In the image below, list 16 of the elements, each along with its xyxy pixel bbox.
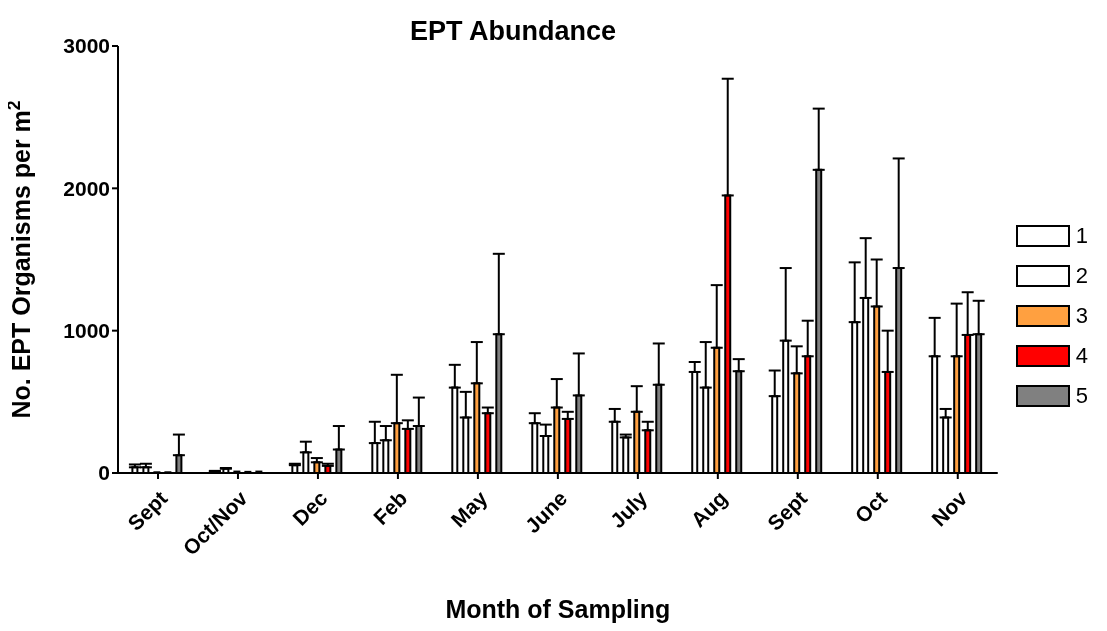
legend-label: 3 [1075,302,1088,329]
chart-title: EPT Abundance [409,16,617,46]
x-tick-label: Nov [927,486,972,531]
y-tick-label: 0 [98,461,110,485]
legend-label: 4 [1075,342,1088,369]
y-tick-label: 2000 [63,176,110,200]
legend-label: 1 [1075,222,1088,249]
y-tick-label: 1000 [63,319,110,343]
x-tick-label: Dec [288,486,332,530]
legend-label: 5 [1075,382,1088,409]
legend-label: 2 [1075,262,1088,289]
y-tick-label: 3000 [63,34,110,58]
x-tick-label: Feb [368,486,412,529]
x-axis-title: Month of Sampling [445,595,671,623]
x-tick-label: Aug [686,486,732,532]
x-tick-label: Oct [850,486,892,528]
